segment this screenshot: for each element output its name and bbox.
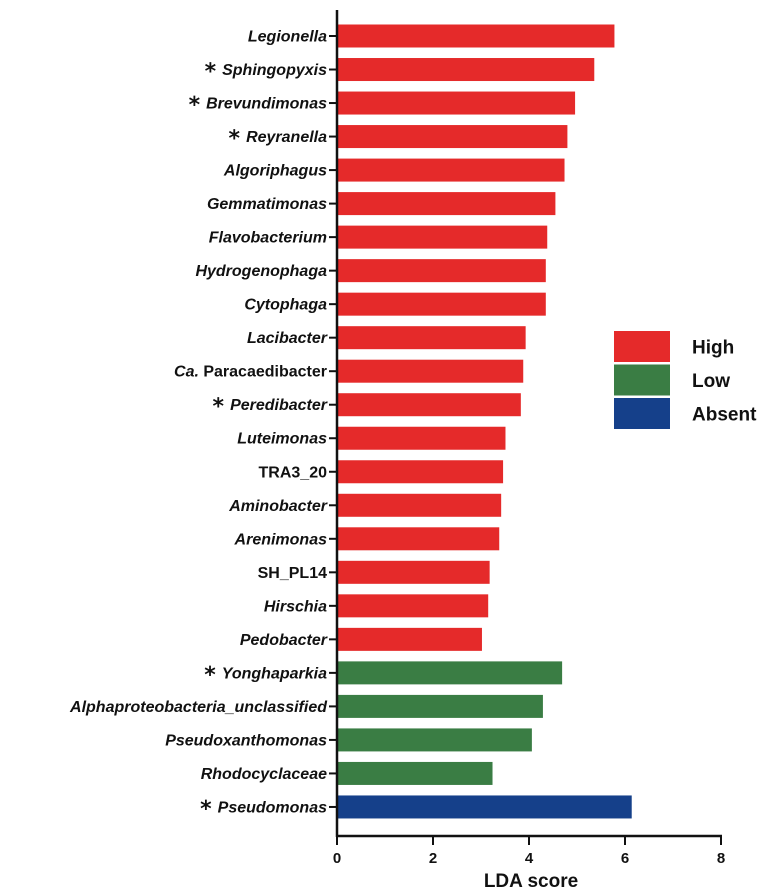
category-label: Flavobacterium — [209, 230, 327, 247]
bar-tra3-20 — [337, 460, 504, 484]
significance-star: * — [229, 127, 241, 152]
bar-gemmatimonas — [337, 192, 556, 216]
bar-reyranella — [337, 125, 568, 149]
bar-ca-paracaedibacter — [337, 359, 524, 383]
category-label: Alphaproteobacteria_unclassified — [69, 699, 328, 716]
category-label: Sphingopyxis — [222, 62, 327, 79]
legend-label-absent: Absent — [692, 405, 757, 426]
bars-group — [337, 24, 632, 819]
bar-hydrogenophaga — [337, 259, 546, 283]
bar-arenimonas — [337, 527, 500, 551]
category-label: Algoriphagus — [223, 163, 327, 180]
bar-lacibacter — [337, 326, 526, 350]
legend-label-high: High — [692, 338, 734, 359]
category-label: SH_PL14 — [258, 565, 327, 582]
bar-hirschia — [337, 594, 489, 618]
category-labels-group: Legionella Sphingopyxis * Brevundimonas * Rey… — [69, 29, 337, 822]
category-label: Yonghaparkia — [222, 665, 327, 682]
category-label: Pseudomonas — [218, 799, 327, 816]
category-label: Arenimonas — [234, 531, 328, 548]
bar-legionella — [337, 24, 615, 48]
bar-sphingopyxis — [337, 58, 595, 82]
x-tick-label: 6 — [621, 850, 629, 867]
bar-yonghaparkia — [337, 661, 563, 685]
category-label: Hydrogenophaga — [195, 263, 327, 280]
bar-cytophaga — [337, 292, 546, 316]
bar-algoriphagus — [337, 158, 565, 182]
category-label: Lacibacter — [247, 330, 328, 347]
x-tick-label: 4 — [525, 850, 534, 867]
bar-pseudoxanthomonas — [337, 728, 532, 752]
category-label: Pedobacter — [240, 632, 328, 649]
category-label: Hirschia — [264, 598, 327, 615]
category-label: Aminobacter — [228, 498, 328, 515]
category-label: Ca. Paracaedibacter — [174, 364, 327, 381]
bar-rhodocyclaceae — [337, 761, 493, 785]
bar-flavobacterium — [337, 225, 548, 249]
significance-star: * — [200, 797, 212, 822]
x-tick-label: 0 — [333, 850, 341, 867]
legend-label-low: Low — [692, 371, 730, 392]
category-label: Reyranella — [246, 129, 327, 146]
category-label: Brevundimonas — [206, 96, 327, 113]
category-label: Luteimonas — [237, 431, 327, 448]
bar-aminobacter — [337, 493, 502, 517]
bar-brevundimonas — [337, 91, 576, 115]
bar-peredibacter — [337, 393, 521, 417]
x-axis-title: LDA score — [484, 871, 578, 892]
x-ticks-group: 0 2 4 6 8 — [333, 836, 725, 867]
significance-star: * — [189, 93, 201, 118]
bar-sh-pl14 — [337, 560, 490, 584]
significance-star: * — [205, 60, 217, 85]
bar-alphaproteobacteria-unclassified — [337, 694, 543, 718]
category-label: Legionella — [248, 29, 327, 46]
bar-pedobacter — [337, 627, 482, 651]
category-label: Cytophaga — [244, 297, 327, 314]
category-label: TRA3_20 — [259, 464, 328, 481]
x-tick-label: 2 — [429, 850, 437, 867]
category-label: Pseudoxanthomonas — [165, 732, 327, 749]
category-label: Gemmatimonas — [207, 196, 327, 213]
legend-swatch-absent — [614, 398, 670, 429]
category-label: Peredibacter — [230, 397, 328, 414]
bar-luteimonas — [337, 426, 506, 450]
significance-star: * — [213, 395, 225, 420]
x-tick-label: 8 — [717, 850, 725, 867]
legend-swatch-high — [614, 331, 670, 362]
significance-star: * — [204, 663, 216, 688]
legend-swatch-low — [614, 364, 670, 396]
legend: High Low Absent — [614, 331, 757, 429]
category-label: Rhodocyclaceae — [201, 766, 327, 783]
bar-pseudomonas — [337, 795, 632, 819]
